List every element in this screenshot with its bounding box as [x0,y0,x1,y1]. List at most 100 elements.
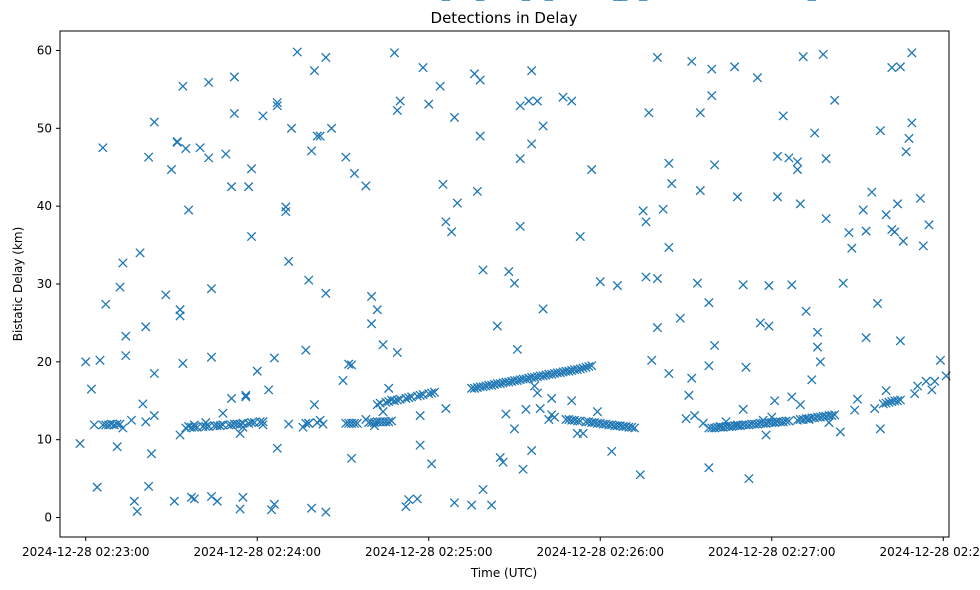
data-point [143,152,154,162]
data-point [567,396,577,406]
data-point [698,418,708,429]
data-point [438,179,448,190]
data-point [881,210,891,220]
data-point [203,153,214,163]
data-point [149,368,159,379]
data-point [532,388,543,398]
data-point [466,500,477,510]
data-point [772,151,783,161]
data-point [664,242,674,253]
data-point [301,418,311,429]
data-point [404,494,414,505]
data-point [441,217,451,227]
data-point [118,258,128,268]
data-point [761,430,771,440]
data-point [446,227,457,237]
data-point [412,391,422,401]
data-point [206,491,217,502]
data-point [521,374,531,384]
data-point [201,417,211,428]
data-point [538,304,548,314]
data-point [138,399,148,409]
data-point [235,428,245,439]
data-point [126,415,137,425]
data-point [244,182,254,192]
data-point [787,392,797,402]
data-point [149,117,159,127]
data-point [229,108,240,119]
x-tick-label: 2024-12-28 02:23:00 [22,545,149,559]
data-point [169,496,180,506]
data-point [547,393,557,404]
data-point [675,313,685,323]
data-point [627,422,637,432]
data-point [306,503,317,513]
data-point [638,206,648,216]
data-point [189,494,200,504]
y-axis: 0 10 20 30 40 50 60 [37,43,60,525]
data-point [378,407,388,417]
data-point [352,418,362,429]
data-point [572,416,583,426]
data-point [344,359,354,369]
data-point [704,463,714,473]
data-point [301,345,311,355]
data-point [306,146,317,156]
data-point [195,143,205,153]
data-point [415,390,425,400]
data-point [272,97,282,108]
data-point [575,364,585,374]
data-point [246,231,257,242]
data-point [838,278,848,288]
data-point [143,481,154,492]
data-point [366,291,377,302]
data-point [526,139,537,149]
data-point [684,390,694,400]
data-point [424,99,434,109]
data-point [558,92,568,102]
data-point [564,366,574,376]
data-point [769,396,780,406]
data-point [404,392,414,403]
data-markers [75,0,951,517]
data-point [183,421,194,432]
data-point [772,192,783,202]
data-point [266,505,277,515]
data-point [315,131,325,141]
y-tick-label: 0 [44,511,52,525]
data-point [526,66,537,76]
data-point [767,412,777,422]
data-point [875,424,886,434]
data-point [824,417,834,428]
data-point [429,387,440,397]
data-point [392,347,402,358]
data-point [426,459,437,469]
data-point [472,186,483,197]
data-point [292,47,302,57]
data-point [875,125,886,136]
data-point [870,403,880,414]
data-point [524,96,534,106]
data-point [389,48,400,58]
data-point [132,506,142,516]
data-point [269,353,280,363]
data-point [361,181,371,191]
data-point [890,227,900,237]
data-point [821,154,831,164]
data-point [852,394,863,404]
data-point [687,56,697,67]
data-point [867,187,877,197]
data-point [341,152,351,162]
data-point [815,357,826,367]
data-point [338,375,348,386]
data-point [927,385,937,395]
data-point [415,440,425,450]
data-point [161,290,171,300]
data-point [478,382,488,392]
data-point [298,422,308,432]
data-point [887,62,897,73]
data-point [175,430,185,440]
data-point [258,420,268,430]
data-point [741,362,751,372]
data-point [635,470,645,480]
